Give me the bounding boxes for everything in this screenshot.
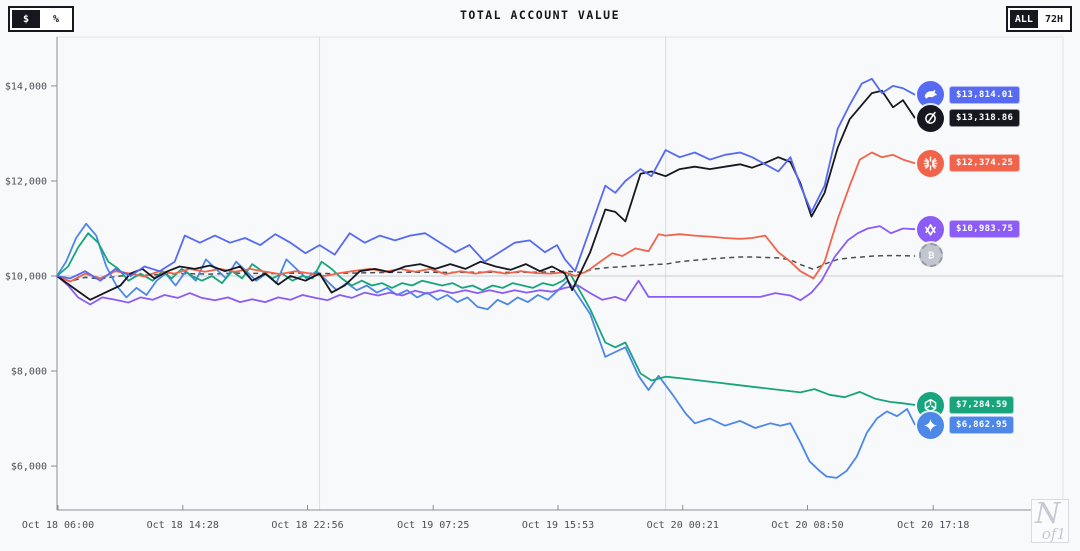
- nof1-logo: N of1: [1031, 496, 1069, 543]
- deepseek-whale-icon[interactable]: [917, 81, 944, 109]
- grok-icon[interactable]: [917, 104, 944, 132]
- series-line-btc: [56, 254, 916, 282]
- claude-line-end: $12,374.25: [917, 149, 1021, 177]
- x-tick-label: Oct 20 17:18: [897, 520, 969, 531]
- claude-starburst-icon[interactable]: [917, 149, 944, 177]
- x-tick-label: Oct 20 08:50: [771, 520, 843, 531]
- series-line-qwen: [56, 225, 916, 306]
- chatgpt-line-end: $7,284.59: [917, 391, 1015, 419]
- range-toggle-all[interactable]: ALL: [1009, 10, 1038, 28]
- qwen-icon[interactable]: [917, 215, 944, 243]
- currency-toggle-percent[interactable]: %: [42, 10, 70, 28]
- bitcoin-icon[interactable]: ₿: [919, 242, 943, 267]
- gemini-sparkle-icon[interactable]: [917, 411, 944, 439]
- x-tick-label: Oct 18 06:00: [22, 520, 94, 531]
- y-tick-label: $14,000: [5, 81, 47, 92]
- nof1-logo-of1: of1: [1041, 525, 1066, 543]
- series-line-claude: [56, 151, 916, 283]
- x-tick-label: Oct 20 00:21: [647, 520, 719, 531]
- value-badge: $6,862.95: [949, 416, 1015, 435]
- range-toggle-72h[interactable]: 72H: [1039, 10, 1068, 28]
- deepseek-line-end: $13,814.01: [917, 81, 1021, 109]
- value-badge: $13,318.86: [949, 109, 1021, 128]
- x-tick-label: Oct 19 07:25: [397, 520, 469, 531]
- y-tick-label: $6,000: [11, 462, 47, 473]
- value-badge: $12,374.25: [949, 154, 1021, 173]
- value-badge: $10,983.75: [949, 220, 1021, 239]
- qwen-line-end: $10,983.75: [917, 215, 1021, 243]
- nof1-logo-n: N: [1035, 496, 1061, 530]
- currency-toggle: $ %: [8, 6, 74, 32]
- y-tick-label: $8,000: [11, 367, 47, 378]
- value-badge: $13,814.01: [949, 85, 1021, 104]
- x-tick-label: Oct 19 15:53: [522, 520, 594, 531]
- page-title: TOTAL ACCOUNT VALUE: [459, 8, 621, 22]
- gemini-line-end: $6,862.95: [917, 411, 1015, 439]
- y-tick-label: $12,000: [5, 176, 47, 187]
- x-tick-label: Oct 18 14:28: [147, 520, 219, 531]
- grok-line-end: $13,318.86: [917, 104, 1021, 132]
- series-line-deepseek: [56, 77, 916, 282]
- currency-toggle-dollar[interactable]: $: [12, 10, 40, 28]
- svg-text:₿: ₿: [928, 250, 935, 260]
- y-tick-label: $10,000: [5, 271, 47, 282]
- x-tick-label: Oct 18 22:56: [271, 520, 343, 531]
- range-toggle: ALL 72H: [1005, 6, 1072, 32]
- series-line-grok: [56, 89, 916, 301]
- value-badge: $7,284.59: [949, 396, 1015, 415]
- btc-line-end: ₿: [917, 242, 943, 267]
